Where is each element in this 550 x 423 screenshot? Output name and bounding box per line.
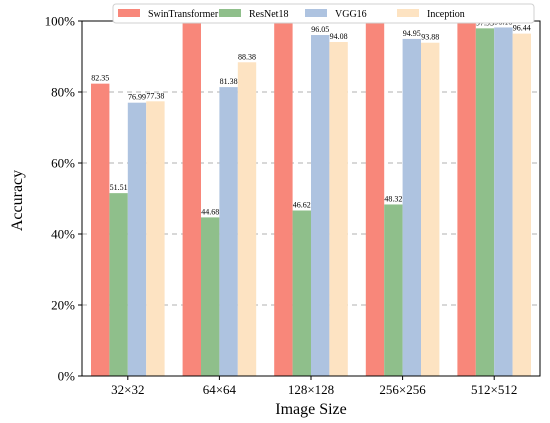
data-label: 94.08	[330, 32, 348, 41]
x-tick-label: 128×128	[288, 382, 334, 397]
legend-swatch	[118, 9, 140, 17]
legend: SwinTransformer ResNet18 VGG16 Inception	[112, 3, 535, 24]
bar-swintransformer	[457, 21, 476, 376]
bar-inception	[329, 42, 348, 377]
bar-resnet18	[475, 28, 495, 376]
bar-resnet18	[109, 193, 128, 376]
bar-vgg16	[311, 35, 330, 377]
y-tick-label: 60%	[51, 156, 75, 171]
legend-label: Inception	[427, 9, 465, 20]
x-tick-label: 32×32	[111, 382, 144, 397]
bar-vgg16	[127, 102, 147, 377]
legend-swatch	[397, 9, 419, 17]
bar-vgg16	[402, 38, 421, 377]
bar-swintransformer	[91, 83, 110, 376]
data-label: 88.38	[238, 52, 256, 61]
data-label: 44.68	[201, 207, 219, 216]
data-label: 48.32	[384, 194, 402, 203]
data-label: 96.44	[513, 24, 531, 33]
data-label: 77.38	[146, 91, 164, 100]
y-tick-label: 80%	[51, 85, 75, 100]
x-tick-label: 64×64	[203, 382, 237, 397]
bar-inception	[146, 101, 165, 377]
data-label: 51.51	[110, 183, 128, 192]
legend-label: SwinTransformer	[148, 9, 219, 20]
bar-vgg16	[494, 27, 513, 377]
data-label: 76.99	[128, 93, 146, 102]
data-label: 96.05	[311, 25, 329, 34]
bar-swintransformer	[365, 23, 385, 377]
y-tick-label: 40%	[51, 227, 75, 242]
bar-inception	[512, 33, 531, 376]
legend-label: VGG16	[335, 9, 367, 20]
data-label: 94.95	[403, 29, 421, 38]
data-label: 82.35	[91, 74, 109, 83]
data-label: 81.38	[220, 77, 238, 86]
bar-swintransformer	[274, 23, 293, 376]
x-tick-label: 512×512	[471, 382, 517, 397]
y-tick-label: 20%	[51, 298, 75, 313]
bar-resnet18	[292, 210, 311, 376]
y-tick-label: 0%	[58, 369, 76, 384]
bar-inception	[237, 62, 257, 376]
y-axis-title: Accuracy	[9, 170, 26, 231]
data-label: 93.88	[421, 33, 439, 42]
legend-label: ResNet18	[249, 9, 288, 20]
legend-swatch	[305, 9, 327, 17]
x-tick-label: 256×256	[379, 382, 426, 397]
bar-vgg16	[219, 87, 238, 376]
data-label: 46.62	[293, 200, 311, 209]
x-axis-title: Image Size	[275, 401, 347, 418]
bar-swintransformer	[182, 23, 201, 377]
legend-swatch	[219, 9, 241, 17]
bar-resnet18	[384, 204, 403, 376]
y-axis-ticks: 0% 20% 40% 60% 80% 100%	[45, 14, 82, 384]
bar-resnet18	[201, 217, 220, 376]
bars	[91, 21, 531, 377]
x-axis-ticks: 32×32 64×64 128×128 256×256 512×512	[111, 376, 517, 397]
y-tick-label: 100%	[45, 14, 76, 29]
bar-inception	[421, 42, 440, 376]
